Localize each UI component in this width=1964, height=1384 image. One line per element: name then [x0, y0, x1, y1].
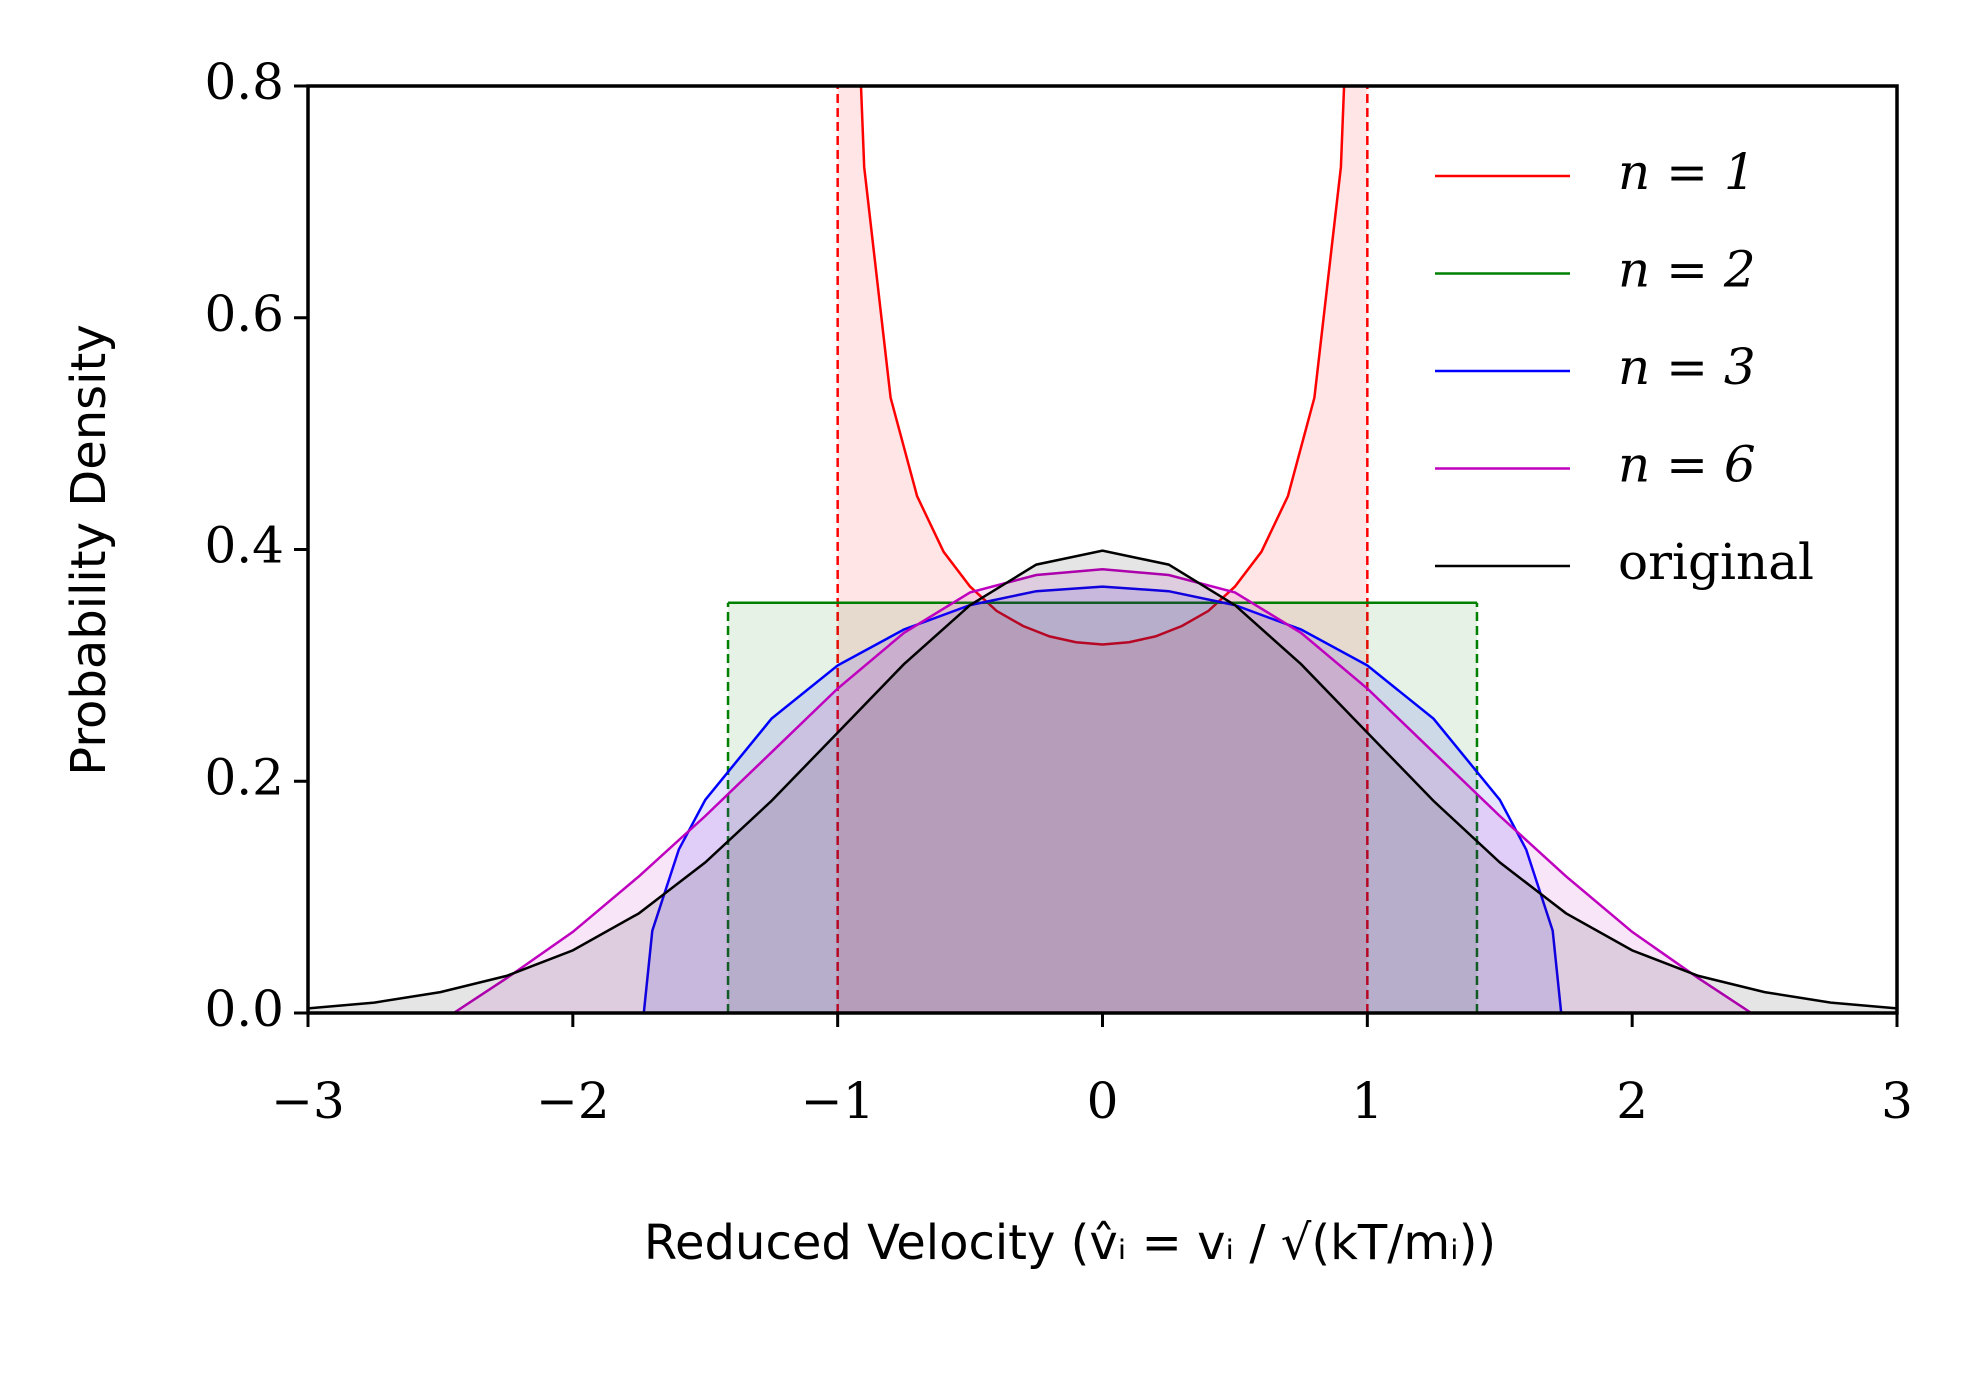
- legend-label: n = 6: [1618, 436, 1756, 494]
- y-tick-label: 0.0: [204, 980, 284, 1038]
- line: [453, 567, 1752, 1013]
- legend-label: n = 1: [1618, 143, 1756, 201]
- area: [308, 550, 1897, 1013]
- area: [453, 569, 1752, 1013]
- x-tick-label: −1: [801, 1072, 875, 1130]
- axes-frame: [306, 84, 1899, 1015]
- plot-area: [308, 86, 1897, 1013]
- line: [859, 86, 1346, 646]
- x-tick-label: −2: [536, 1072, 610, 1130]
- area: [643, 586, 1562, 1013]
- y-tick-label: 0.4: [204, 517, 284, 575]
- area: [728, 602, 1477, 1013]
- line: [642, 585, 1563, 1013]
- x-tick-label: −3: [271, 1072, 345, 1130]
- y-tick-label: 0.8: [204, 53, 284, 111]
- x-tick-label: 1: [1351, 1072, 1383, 1130]
- y-tick-label: 0.6: [204, 285, 284, 343]
- line: [308, 549, 1897, 1010]
- legend-label: original: [1618, 533, 1814, 591]
- y-axis-label: Probability Density: [61, 324, 117, 775]
- legend-label: n = 3: [1618, 338, 1756, 396]
- x-tick-label: 0: [1087, 1072, 1119, 1130]
- x-tick-label: 2: [1616, 1072, 1648, 1130]
- x-tick-label: 3: [1881, 1072, 1913, 1130]
- y-tick-label: 0.2: [204, 748, 284, 806]
- legend-label: n = 2: [1618, 241, 1756, 299]
- x-axis-label: Reduced Velocity (v̂ᵢ = vᵢ / √(kT/mᵢ)): [644, 1215, 1496, 1271]
- area: [837, 86, 1368, 1013]
